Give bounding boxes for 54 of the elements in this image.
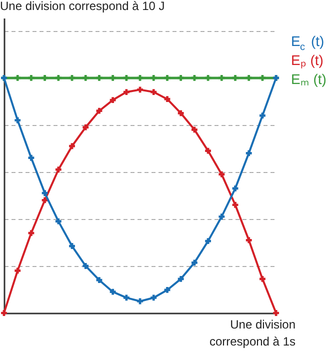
point <box>14 74 21 81</box>
point <box>232 202 238 208</box>
point <box>137 86 143 93</box>
point <box>164 74 170 81</box>
point <box>164 96 170 102</box>
text: Une division correspond à 10 J <box>0 0 165 13</box>
series-label: Eₘ (t) <box>291 71 326 87</box>
point <box>246 74 252 81</box>
point <box>205 238 212 244</box>
point <box>123 89 130 95</box>
point <box>218 214 225 220</box>
point <box>55 218 62 224</box>
point <box>218 171 225 178</box>
point <box>232 185 238 192</box>
x-axis-title: Une division correspond à 1s <box>209 318 296 348</box>
point <box>82 74 89 81</box>
point <box>218 74 225 81</box>
point <box>55 74 62 81</box>
point <box>123 294 130 301</box>
point <box>28 230 34 236</box>
point <box>191 260 198 266</box>
point <box>191 126 198 133</box>
point <box>150 294 157 301</box>
point <box>42 74 48 81</box>
point <box>246 237 252 244</box>
point <box>178 110 184 116</box>
point <box>14 268 21 274</box>
point <box>260 276 266 282</box>
point <box>55 166 62 173</box>
point <box>110 74 116 81</box>
point <box>42 190 48 196</box>
point <box>69 143 75 150</box>
point <box>205 148 212 154</box>
point <box>110 288 116 295</box>
point <box>82 124 89 130</box>
text: Eₚ (t) <box>291 52 324 69</box>
point <box>96 108 102 114</box>
point <box>178 74 184 81</box>
point <box>82 263 89 269</box>
point <box>14 117 21 124</box>
point <box>137 298 143 304</box>
point <box>28 154 34 161</box>
point <box>123 74 130 81</box>
point <box>150 74 157 81</box>
point <box>110 97 116 103</box>
point <box>28 74 34 81</box>
point <box>273 310 280 316</box>
point <box>96 74 102 81</box>
point <box>178 276 184 282</box>
point <box>232 74 238 81</box>
point <box>96 277 102 284</box>
point <box>150 89 157 95</box>
point <box>246 150 252 156</box>
point <box>164 287 170 293</box>
